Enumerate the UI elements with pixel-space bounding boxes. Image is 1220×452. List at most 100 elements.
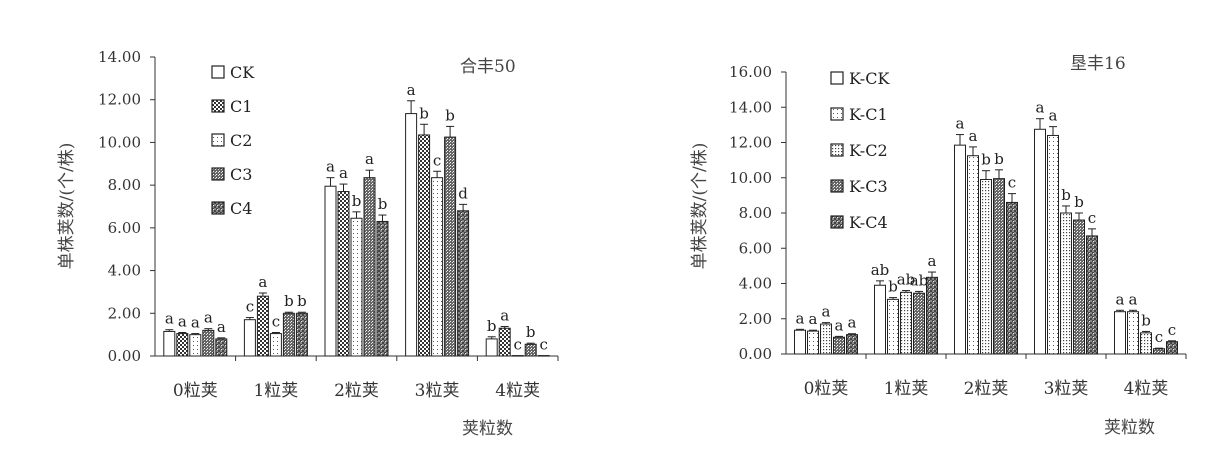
x-category-label: 0粒荚 [173, 381, 218, 401]
legend-swatch [830, 143, 844, 157]
significance-label: a [165, 310, 174, 328]
significance-label: b [352, 192, 362, 210]
y-tick-label: 0.00 [108, 347, 141, 365]
legend-swatch [830, 179, 844, 193]
bar [511, 355, 524, 357]
bar [1006, 201, 1018, 355]
legend-swatch [830, 107, 844, 121]
significance-label: a [365, 150, 374, 168]
x-axis-label: 荚粒数 [462, 419, 513, 439]
x-axis-label: 荚粒数 [1104, 418, 1155, 438]
bar [189, 334, 202, 357]
significance-label: a [407, 81, 416, 99]
legend-label: C3 [230, 165, 252, 184]
bar [1140, 332, 1152, 355]
bar [324, 185, 337, 357]
legend-swatch [211, 65, 225, 79]
x-category-label: 4粒荚 [495, 381, 540, 401]
significance-label: b [526, 323, 536, 341]
significance-label: d [458, 184, 468, 202]
significance-label: a [326, 158, 335, 176]
significance-label: b [1061, 186, 1071, 204]
chart-title: 垦丰16 [1070, 54, 1126, 74]
y-tick-label: 6.00 [108, 219, 141, 237]
y-axis-label: 单株荚数/(个/株) [690, 143, 710, 270]
y-tick-label: 12.00 [98, 91, 141, 109]
significance-label: b [888, 278, 898, 296]
bar [256, 295, 269, 357]
bar [1086, 235, 1098, 355]
legend-swatch [211, 133, 225, 147]
significance-label: ab [910, 271, 929, 289]
bar [1166, 341, 1178, 355]
bar [1153, 348, 1165, 355]
significance-label: ab [897, 271, 916, 289]
bar [405, 113, 418, 357]
legend-swatch [211, 201, 225, 215]
significance-label: a [217, 318, 226, 336]
bar [350, 217, 363, 357]
bar [176, 333, 189, 357]
significance-label: c [433, 151, 441, 169]
significance-label: c [272, 313, 280, 331]
bar [215, 338, 228, 357]
significance-label: a [796, 309, 805, 327]
significance-label: a [191, 314, 200, 332]
significance-label: c [1088, 209, 1096, 227]
significance-label: a [1049, 107, 1058, 125]
legend-label: C1 [230, 97, 252, 116]
significance-label: a [258, 273, 267, 291]
y-tick-label: 10.00 [729, 169, 772, 187]
bar [833, 336, 845, 355]
bar [954, 144, 966, 355]
legend-label: K-C2 [849, 141, 888, 160]
bar [967, 155, 979, 355]
bar [243, 319, 256, 357]
x-category-label: 3粒荚 [1044, 379, 1089, 399]
bar [295, 312, 308, 357]
significance-label: c [1008, 174, 1016, 192]
y-tick-label: 14.00 [729, 98, 772, 116]
bar [444, 136, 457, 357]
chart-title: 合丰50 [460, 57, 516, 77]
significance-label: b [445, 106, 455, 124]
significance-label: a [835, 316, 844, 334]
significance-label: b [284, 292, 294, 310]
bar [163, 330, 176, 357]
legend-swatch [211, 99, 225, 113]
bar [537, 355, 550, 357]
x-category-label: 1粒荚 [253, 381, 298, 401]
bar [363, 177, 376, 357]
x-category-label: 1粒荚 [884, 379, 929, 399]
y-tick-label: 8.00 [739, 204, 772, 222]
significance-label: ab [871, 261, 890, 279]
bar [993, 178, 1005, 355]
significance-label: a [1036, 99, 1045, 117]
significance-label: a [822, 303, 831, 321]
bar [794, 329, 806, 355]
bar [457, 210, 470, 357]
legend-label: K-C4 [849, 213, 888, 232]
bar [1073, 219, 1085, 355]
bar [913, 292, 925, 355]
bar [1047, 134, 1059, 355]
legend-label: K-C1 [849, 105, 888, 124]
bar [1127, 311, 1139, 355]
x-category-label: 2粒荚 [964, 379, 1009, 399]
y-tick-label: 16.00 [729, 63, 772, 81]
bar [807, 330, 819, 355]
bar [498, 327, 511, 357]
significance-label: a [339, 164, 348, 182]
bar [202, 329, 215, 357]
significance-label: a [1129, 290, 1138, 308]
y-tick-label: 10.00 [98, 133, 141, 151]
significance-label: b [419, 104, 429, 122]
significance-label: b [1074, 193, 1084, 211]
bar [846, 334, 858, 355]
bar [926, 276, 938, 355]
legend-label: K-CK [849, 69, 890, 88]
significance-label: a [500, 307, 509, 325]
bar [376, 220, 389, 357]
chart-panel-kenfeng16: 0.00 2.00 4.00 6.00 8.00 10.00 12.00 14.00 16.00… [690, 54, 1187, 438]
significance-label: a [848, 314, 857, 332]
